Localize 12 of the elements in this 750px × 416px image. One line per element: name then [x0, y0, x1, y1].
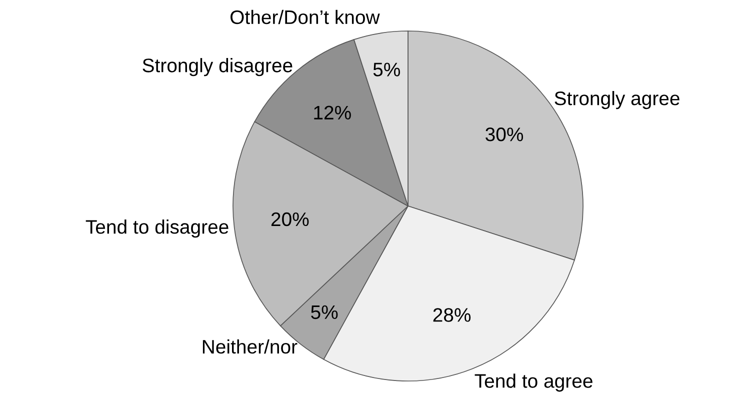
data-label: 5%: [311, 305, 338, 320]
slice-label: Tend to disagree: [86, 220, 228, 238]
data-label: 28%: [433, 308, 471, 322]
slice-label: Strongly disagree: [142, 58, 292, 76]
data-label: 30%: [486, 128, 524, 142]
slice-label: Strongly agree: [554, 90, 680, 110]
data-label: 5%: [373, 62, 400, 76]
data-label: 12%: [314, 106, 351, 120]
slice-label: Tend to agree: [474, 374, 592, 392]
slice-label: Other/Don’t know: [230, 10, 380, 24]
slice-label: Neither/nor: [202, 339, 298, 354]
data-label: 20%: [271, 212, 309, 226]
